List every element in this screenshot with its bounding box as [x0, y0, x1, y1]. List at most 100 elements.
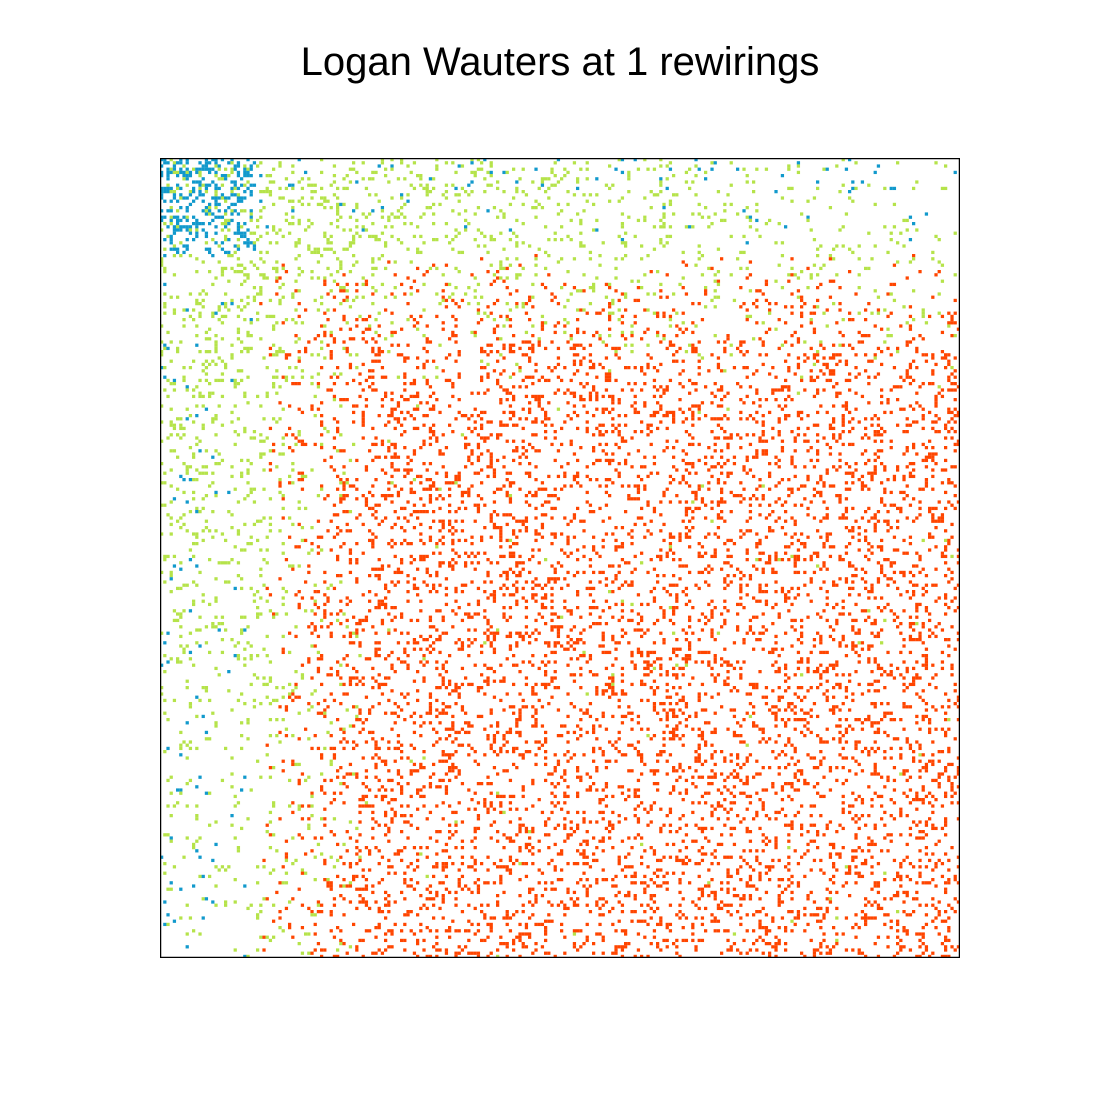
matrix-cell: [230, 526, 234, 530]
matrix-cell: [473, 420, 477, 424]
matrix-cell: [268, 426, 273, 431]
matrix-cell: [880, 545, 884, 549]
matrix-cell: [912, 407, 916, 411]
matrix-cell: [774, 462, 778, 466]
matrix-cell: [214, 186, 218, 191]
matrix-cell: [224, 218, 228, 223]
matrix-cell: [496, 458, 500, 463]
matrix-cell: [812, 378, 817, 383]
matrix-cell: [896, 346, 900, 351]
matrix-cell: [844, 471, 849, 475]
matrix-cell: [323, 311, 327, 315]
matrix-cell: [185, 388, 189, 392]
matrix-cell: [841, 343, 845, 347]
matrix-cell: [620, 545, 625, 549]
matrix-cell: [832, 343, 836, 347]
matrix-cell: [870, 257, 874, 261]
matrix-cell: [179, 474, 183, 479]
matrix-cell: [886, 577, 890, 581]
matrix-cell: [864, 334, 868, 338]
matrix-cell: [403, 382, 407, 386]
matrix-cell: [768, 554, 772, 559]
matrix-cell: [176, 199, 180, 203]
matrix-cell: [883, 558, 887, 562]
matrix-cell: [214, 170, 218, 175]
matrix-cell: [774, 580, 778, 584]
matrix-cell: [553, 535, 557, 539]
matrix-cell: [240, 340, 244, 344]
matrix-cell: [291, 199, 295, 203]
matrix-cell: [240, 282, 244, 287]
matrix-cell: [169, 433, 173, 437]
matrix-cell: [528, 318, 532, 322]
matrix-cell: [198, 394, 202, 399]
matrix-cell: [246, 276, 250, 280]
matrix-cell: [329, 465, 333, 469]
matrix-cell: [179, 423, 183, 427]
matrix-cell: [758, 234, 762, 239]
matrix-cell: [425, 570, 429, 575]
matrix-cell: [592, 462, 596, 466]
matrix-cell: [396, 417, 401, 421]
matrix-cell: [233, 442, 237, 447]
matrix-cell: [441, 519, 445, 523]
matrix-cell: [880, 327, 884, 331]
matrix-cell: [864, 535, 868, 539]
matrix-cell: [422, 439, 426, 443]
matrix-cell: [368, 375, 372, 379]
matrix-cell: [950, 503, 954, 507]
matrix-cell: [278, 286, 282, 290]
matrix-cell: [464, 564, 468, 568]
matrix-cell: [864, 462, 868, 466]
matrix-cell: [864, 484, 868, 488]
matrix-cell: [796, 426, 801, 431]
matrix-cell: [572, 346, 577, 351]
matrix-cell: [684, 430, 689, 434]
matrix-cell: [761, 340, 765, 344]
matrix-cell: [848, 190, 852, 194]
matrix-cell: [953, 231, 957, 235]
matrix-cell: [515, 590, 519, 594]
matrix-cell: [608, 458, 612, 463]
matrix-cell: [870, 417, 874, 421]
matrix-cell: [876, 606, 881, 610]
matrix-cell: [588, 593, 593, 597]
matrix-cell: [486, 596, 490, 600]
matrix-cell: [457, 231, 461, 235]
matrix-cell: [697, 586, 701, 591]
matrix-cell: [537, 548, 541, 552]
matrix-cell: [876, 308, 881, 312]
matrix-cell: [368, 506, 372, 511]
matrix-cell: [496, 276, 500, 280]
matrix-cell: [416, 391, 420, 395]
matrix-cell: [569, 346, 573, 351]
matrix-cell: [777, 465, 781, 469]
matrix-cell: [492, 468, 497, 472]
matrix-cell: [505, 471, 509, 475]
matrix-cell: [585, 311, 589, 315]
matrix-cell: [608, 282, 612, 287]
matrix-cell: [390, 481, 394, 485]
matrix-cell: [172, 449, 177, 453]
matrix-cell: [438, 564, 442, 568]
matrix-cell: [905, 423, 909, 427]
matrix-cell: [275, 279, 279, 283]
matrix-cell: [726, 538, 730, 543]
matrix-cell: [192, 452, 196, 456]
matrix-cell: [739, 570, 743, 575]
matrix-cell: [892, 548, 897, 552]
matrix-cell: [476, 308, 481, 312]
matrix-cell: [659, 606, 663, 610]
matrix-cell: [816, 186, 820, 191]
matrix-cell: [220, 372, 225, 376]
matrix-cell: [611, 346, 615, 351]
matrix-cell: [745, 241, 749, 245]
matrix-cell: [352, 241, 356, 245]
matrix-cell: [496, 350, 500, 354]
matrix-cell: [380, 215, 385, 219]
matrix-cell: [662, 202, 666, 207]
matrix-cell: [336, 487, 340, 491]
matrix-cell: [406, 468, 410, 472]
matrix-cell: [252, 183, 257, 187]
matrix-cell: [937, 292, 941, 296]
